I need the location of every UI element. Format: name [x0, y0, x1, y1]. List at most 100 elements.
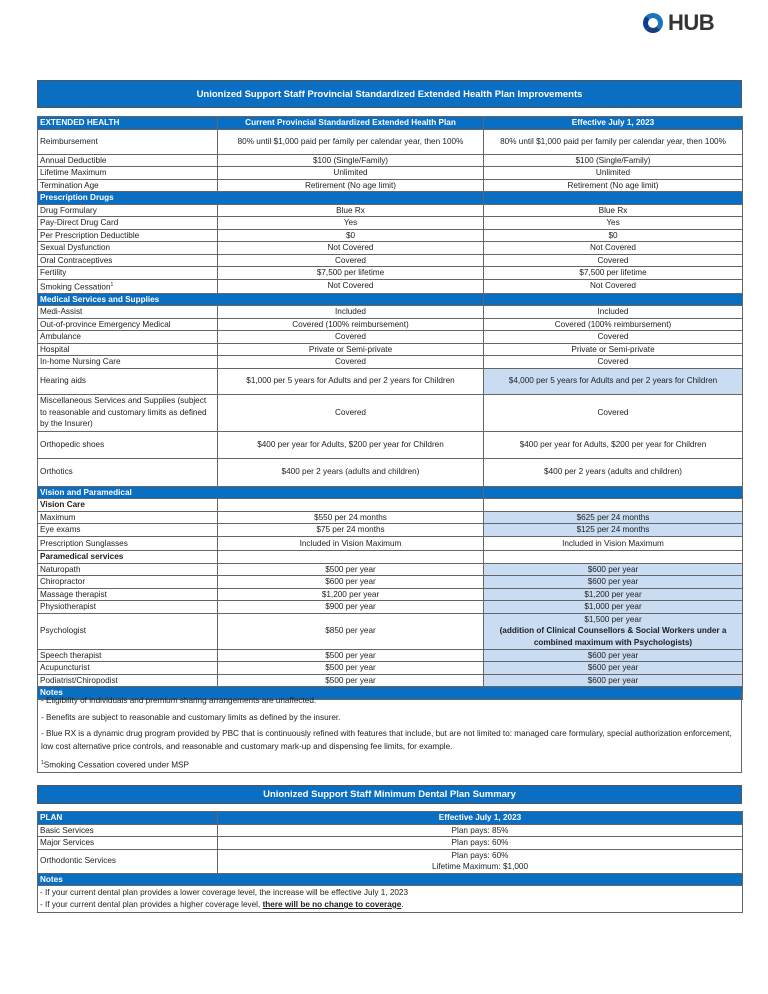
- benefit-label: Drug Formulary: [37, 203, 218, 217]
- section-label: Medical Services and Supplies: [37, 292, 484, 307]
- note-item: - Eligibility of individuals and premium…: [41, 696, 317, 705]
- dental-row: Basic Services Plan pays: 85%: [37, 823, 743, 837]
- benefit-label-text: Chiropractor: [40, 577, 86, 587]
- effective-value-note: (addition of Clinical Counsellors & Soci…: [499, 626, 727, 647]
- effective-value-text: Covered: [597, 332, 629, 342]
- table-row: Speech therapist $500 per year $600 per ye…: [37, 648, 743, 663]
- benefit-label-text: Podiatrist/Chiropodist: [40, 675, 118, 685]
- effective-value-text: Unlimited: [595, 168, 631, 177]
- benefit-label-text: Miscellaneous Services and Supplies (sub…: [40, 396, 207, 429]
- dental-note: - If your current dental plan provides a…: [40, 899, 740, 911]
- dental-label: Orthodontic Services: [37, 848, 218, 874]
- effective-value: Retirement (No age limit): [483, 178, 743, 192]
- dental-note-text: .: [401, 900, 404, 909]
- table-row: Termination Age Retirement (No age limit)…: [37, 178, 743, 192]
- effective-value: Not Covered: [483, 241, 743, 255]
- dental-value: Plan pays: 60%: [217, 836, 743, 850]
- current-value: $900 per year: [217, 600, 484, 614]
- benefit-label-text: Orthotics: [40, 467, 73, 477]
- effective-value: $1,200 per year: [483, 587, 743, 602]
- effective-value-text: $4,000 per 5 years for Adults and per 2 …: [508, 376, 718, 386]
- table-header-row: EXTENDED HEALTH Current Provincial Stand…: [37, 116, 743, 130]
- section-spacer: [483, 485, 743, 500]
- effective-value-text: $400 per year for Adults, $200 per year …: [519, 439, 707, 449]
- logo-text: HUB: [668, 10, 715, 35]
- table-row: In-home Nursing Care Covered Covered: [37, 355, 743, 369]
- effective-value: Unlimited: [483, 166, 743, 180]
- header-effective: Effective July 1, 2023: [483, 116, 743, 130]
- table-row: Reimbursement 80% until $1,000 paid per f…: [37, 128, 743, 155]
- header-current: Current Provincial Standardized Extended…: [217, 116, 484, 130]
- table-row: Acupuncturist $500 per year $600 per year: [37, 661, 743, 675]
- current-value: $500 per year: [217, 673, 484, 688]
- dental-value-line: Plan pays: 60%: [451, 850, 509, 860]
- current-value: Blue Rx: [217, 203, 484, 217]
- table-row: Fertility $7,500 per lifetime $7,500 per l…: [37, 266, 743, 280]
- benefit-label: Pay-Direct Drug Card: [37, 216, 218, 230]
- table-row: Maximum $550 per 24 months $625 per 24 mon…: [37, 510, 743, 525]
- effective-value-text: $0: [608, 230, 618, 240]
- benefit-label-text: Speech therapist: [40, 650, 102, 660]
- benefit-label: Orthotics: [37, 457, 218, 487]
- benefit-label-text: Smoking Cessation: [40, 282, 111, 292]
- current-value: Yes: [217, 216, 484, 230]
- dental-notes: - If your current dental plan provides a…: [37, 885, 743, 913]
- current-value: Unlimited: [217, 166, 484, 180]
- effective-value-text: Blue Rx: [598, 205, 628, 215]
- empty-cell: [217, 550, 484, 564]
- benefit-label-text: Out-of-province Emergency Medical: [40, 319, 171, 329]
- health-plan-title: Unionized Support Staff Provincial Stand…: [37, 80, 742, 108]
- current-value: Covered: [217, 393, 484, 432]
- table-row: Sexual Dysfunction Not Covered Not Covered: [37, 241, 743, 255]
- benefit-label: Ambulance: [37, 330, 218, 344]
- section-spacer: [483, 292, 743, 307]
- subsection-row: Paramedical services: [37, 550, 743, 564]
- current-value: $75 per 24 months: [217, 523, 484, 538]
- health-notes: - Eligibility of individuals and premium…: [37, 693, 742, 773]
- effective-value-text: $400 per 2 years (adults and children): [544, 467, 682, 477]
- current-value: Covered: [217, 253, 484, 267]
- benefit-label-text: Medi-Assist: [40, 307, 83, 317]
- effective-value: $600 per year: [483, 575, 743, 589]
- benefit-label: Termination Age: [37, 178, 218, 192]
- empty-cell: [217, 498, 484, 512]
- benefit-label: Hospital: [37, 342, 218, 357]
- benefit-label: Hearing aids: [37, 367, 218, 395]
- effective-value: Covered: [483, 253, 743, 267]
- benefit-label-text: Massage therapist: [40, 589, 107, 599]
- dental-notes-label: Notes: [37, 872, 743, 886]
- benefit-label-text: Oral Contraceptives: [40, 255, 113, 265]
- table-row: Smoking Cessation1 Not Covered Not Covered: [37, 278, 743, 294]
- benefit-label-text: Hearing aids: [40, 376, 86, 386]
- effective-value-text: Not Covered: [590, 243, 636, 252]
- section-label: Vision and Paramedical: [37, 485, 484, 500]
- benefit-label: Annual Deductible: [37, 153, 218, 167]
- effective-value: $600 per year: [483, 673, 743, 688]
- benefit-label: Sexual Dysfunction: [37, 241, 218, 255]
- effective-value: Covered: [483, 330, 743, 344]
- table-row: Eye exams $75 per 24 months $125 per 24 mo…: [37, 523, 743, 538]
- footnote-mark: 1: [41, 760, 44, 766]
- dental-header-effective: Effective July 1, 2023: [217, 811, 743, 825]
- effective-value: $600 per year: [483, 648, 743, 663]
- dental-header-row: PLAN Effective July 1, 2023: [37, 811, 743, 825]
- current-value: $1,000 per 5 years for Adults and per 2 …: [217, 367, 484, 395]
- benefit-label-text: Lifetime Maximum: [40, 168, 107, 177]
- benefit-label-text: Termination Age: [40, 180, 99, 190]
- current-value: 80% until $1,000 paid per family per cal…: [217, 128, 484, 155]
- current-value: Private or Semi-private: [217, 342, 484, 357]
- benefit-label-text: Sexual Dysfunction: [40, 243, 111, 252]
- effective-value: $7,500 per lifetime: [483, 266, 743, 280]
- section-header-row: Prescription Drugs: [37, 191, 743, 205]
- benefit-label: Lifetime Maximum: [37, 166, 218, 180]
- table-row: Drug Formulary Blue Rx Blue Rx: [37, 203, 743, 217]
- benefit-label-text: Hospital: [40, 344, 70, 354]
- effective-value: Covered: [483, 393, 743, 432]
- effective-value-text: 80% until $1,000 paid per family per cal…: [500, 136, 726, 146]
- table-row: Ambulance Covered Covered: [37, 330, 743, 344]
- dental-value: Plan pays: 60% Lifetime Maximum: $1,000: [217, 848, 743, 874]
- effective-value-text: Included in Vision Maximum: [562, 538, 664, 548]
- effective-value: 80% until $1,000 paid per family per cal…: [483, 128, 743, 155]
- effective-value-text: Not Covered: [590, 281, 636, 291]
- benefit-label: Podiatrist/Chiropodist: [37, 673, 218, 688]
